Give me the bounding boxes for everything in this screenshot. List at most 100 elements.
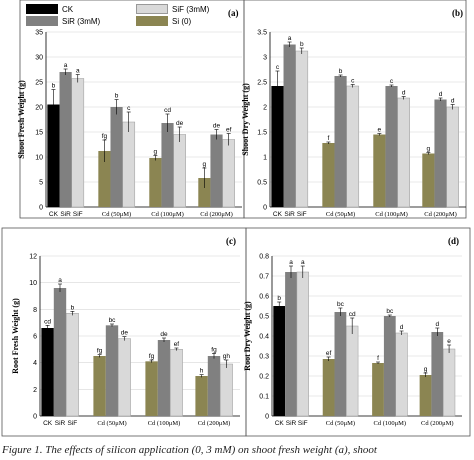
- figure-caption: Figure 1. The effects of silicon applica…: [2, 444, 377, 456]
- significance-letter: a: [301, 259, 305, 266]
- bar: [59, 72, 72, 207]
- legend-swatch: [26, 4, 58, 14]
- significance-letter: b: [300, 41, 304, 48]
- significance-letter: a: [58, 277, 62, 284]
- y-tick-label: 3: [263, 55, 267, 62]
- y-tick-label: 0.5: [257, 180, 267, 187]
- x-group-label: Cd (100μM): [148, 420, 181, 427]
- bar: [222, 139, 235, 208]
- x-group-label: Cd (200μM): [424, 211, 457, 218]
- y-tick-label: 2: [33, 387, 37, 394]
- significance-letter: gh: [223, 353, 231, 360]
- panel-label: (d): [448, 236, 459, 246]
- x-tick-label: SiR: [284, 211, 295, 218]
- bar: [283, 44, 296, 207]
- bar: [295, 50, 309, 208]
- bar: [105, 325, 119, 416]
- y-tick-label: 5: [39, 180, 43, 187]
- legend-item-sir: SiR (3mM): [26, 16, 100, 26]
- bar: [395, 332, 408, 417]
- bar: [419, 375, 432, 416]
- panel-label: (b): [452, 8, 463, 18]
- y-tick-label: 0: [33, 414, 37, 421]
- bar: [296, 271, 309, 417]
- significance-letter: c: [351, 78, 355, 85]
- x-group-label: Cd (50μM): [97, 420, 126, 427]
- significance-letter: ef: [226, 127, 232, 134]
- bar: [383, 316, 396, 416]
- bar: [169, 349, 183, 417]
- bar: [334, 312, 347, 416]
- y-tick-label: 35: [35, 30, 43, 37]
- significance-letter: cd: [349, 311, 356, 318]
- y-tick-label: 0: [265, 414, 269, 421]
- bar: [117, 338, 131, 417]
- bar: [98, 151, 111, 207]
- bar: [110, 107, 123, 207]
- bar: [322, 359, 335, 416]
- x-group-label: Cd (100μM): [375, 211, 408, 218]
- x-tick-label: CK: [49, 211, 59, 218]
- x-group-label: Cd (50μM): [326, 211, 355, 218]
- significance-letter: g: [427, 146, 431, 153]
- significance-letter: bc: [386, 308, 394, 315]
- y-tick-label: 25: [35, 80, 43, 87]
- bar: [334, 76, 347, 207]
- significance-letter: d: [439, 91, 443, 98]
- significance-letter: de: [160, 331, 168, 338]
- significance-letter: h: [200, 368, 204, 375]
- significance-letter: bc: [109, 317, 117, 324]
- significance-letter: g: [203, 161, 207, 168]
- legend-label: SiR (3mM): [62, 16, 101, 26]
- x-group-label: Cd (200μM): [200, 211, 233, 218]
- significance-letter: fg: [102, 133, 108, 140]
- y-tick-label: 0: [39, 205, 43, 212]
- legend: CK SiR (3mM) SiF (3mM) Si (0): [26, 4, 236, 34]
- y-tick-label: 2.5: [257, 80, 267, 87]
- significance-letter: a: [64, 62, 68, 69]
- y-tick-label: 1.5: [257, 130, 267, 137]
- significance-letter: fg: [211, 346, 217, 353]
- x-group-label: Cd (50μM): [102, 211, 131, 218]
- y-tick-label: 0.3: [259, 354, 269, 361]
- x-tick-label: CK: [43, 420, 53, 427]
- bar: [53, 288, 67, 416]
- bar: [198, 178, 211, 207]
- bar: [149, 158, 162, 207]
- y-tick-label: 8: [33, 307, 37, 314]
- bar: [446, 106, 459, 208]
- x-group-label: Cd (200μM): [421, 420, 454, 427]
- y-tick-label: 0.4: [259, 334, 269, 341]
- x-group-label: Cd (50μM): [326, 420, 355, 427]
- x-tick-label: CK: [275, 420, 285, 427]
- legend-swatch: [136, 4, 168, 14]
- significance-letter: b: [52, 83, 56, 90]
- y-tick-label: 10: [35, 155, 43, 162]
- significance-letter: ef: [326, 350, 332, 357]
- bar: [442, 348, 456, 417]
- y-tick-label: 1: [263, 155, 267, 162]
- significance-letter: fg: [97, 348, 103, 355]
- bar: [122, 121, 136, 208]
- y-tick-label: 0.6: [259, 294, 269, 301]
- bar: [397, 97, 410, 208]
- bar: [385, 86, 398, 207]
- bar: [145, 361, 158, 416]
- panel-frame: [245, 227, 471, 437]
- bar: [373, 134, 386, 207]
- bar: [219, 363, 233, 417]
- significance-letter: g: [154, 149, 158, 156]
- significance-letter: a: [288, 35, 292, 42]
- bar: [47, 104, 60, 207]
- legend-swatch: [136, 16, 168, 26]
- significance-letter: b: [339, 68, 343, 75]
- significance-letter: b: [115, 93, 119, 100]
- significance-letter: g: [424, 366, 428, 373]
- significance-letter: c: [127, 105, 131, 112]
- y-tick-label: 20: [35, 105, 43, 112]
- bar: [93, 356, 106, 416]
- y-tick-label: 6: [33, 334, 37, 341]
- significance-letter: c: [390, 78, 394, 85]
- x-tick-label: SiF: [298, 420, 308, 427]
